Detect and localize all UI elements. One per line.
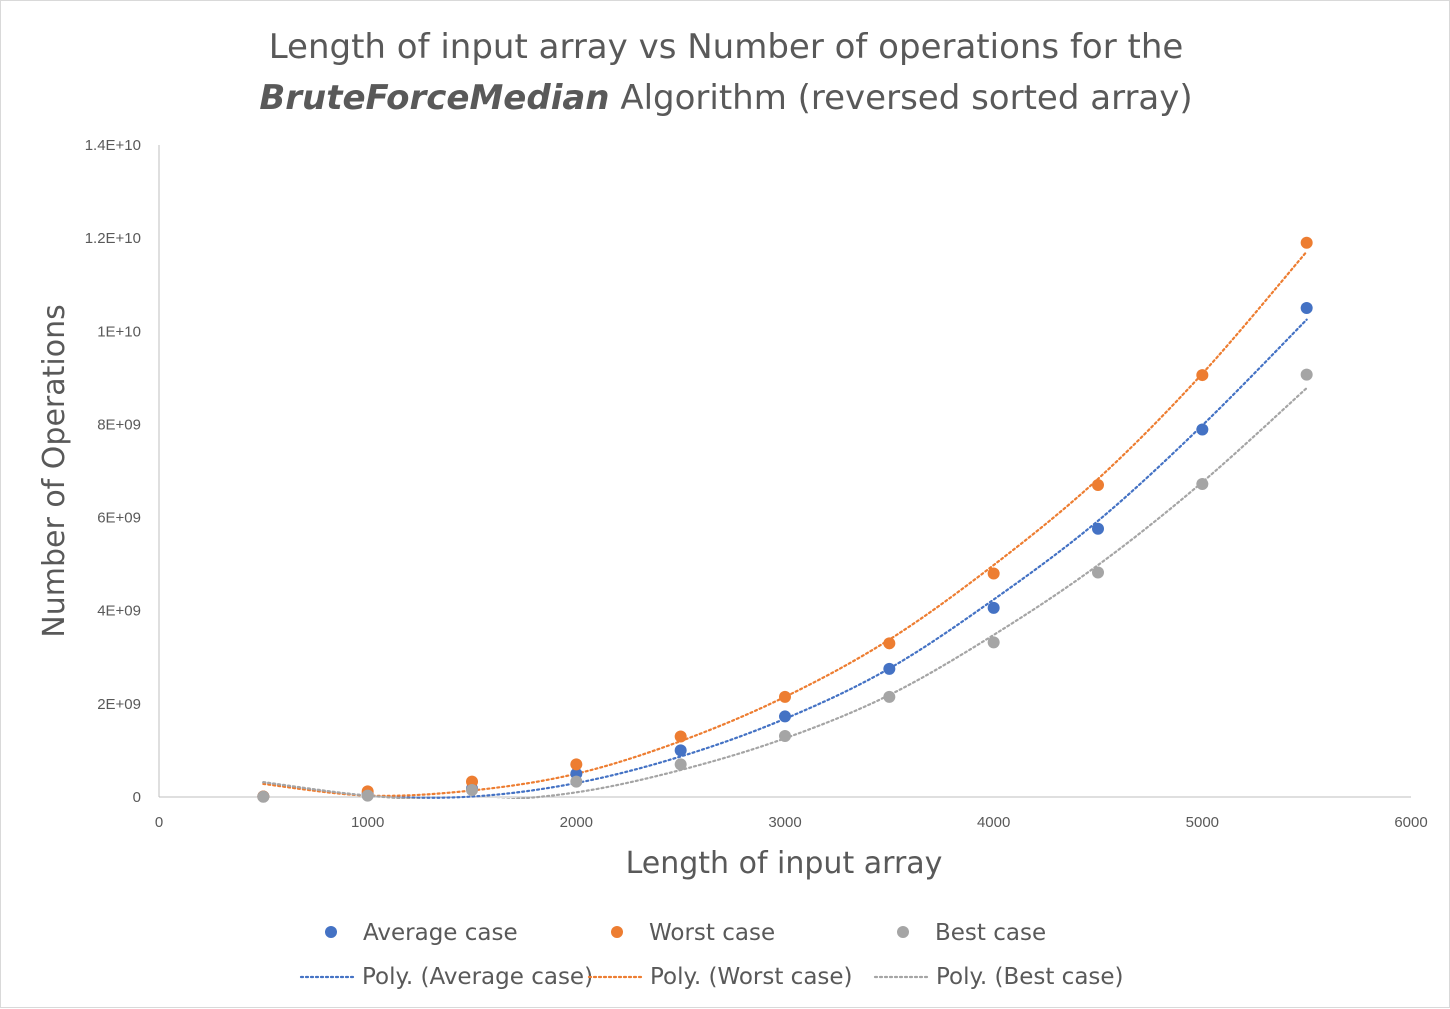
legend-marker [325, 926, 337, 938]
data-point [987, 601, 1000, 614]
y-tick-label: 1E+10 [97, 323, 141, 340]
data-point [1196, 478, 1209, 491]
y-tick-label: 8E+09 [97, 416, 141, 433]
data-point [779, 710, 791, 723]
data-point [361, 789, 374, 802]
data-point [674, 730, 687, 743]
legend-label: Poly. (Average case) [362, 964, 593, 990]
trendline [262, 318, 1308, 799]
x-tick-label: 2000 [560, 814, 593, 831]
x-tick-label: 1000 [351, 814, 384, 831]
legend-label: Best case [935, 920, 1046, 946]
data-point [987, 567, 1000, 580]
chart-title-line1: Length of input array vs Number of opera… [269, 27, 1184, 67]
data-point [1092, 478, 1104, 491]
data-point [257, 790, 270, 803]
legend-label: Poly. (Best case) [936, 964, 1124, 990]
y-tick-label: 1.4E+10 [85, 137, 141, 154]
x-axis-title: Length of input array [626, 846, 943, 881]
chart-title-line2: BruteForceMedian Algorithm (reversed sor… [259, 78, 1192, 118]
data-point [1300, 302, 1313, 314]
x-tick-label: 5000 [1186, 814, 1219, 831]
y-tick-label: 2E+09 [97, 696, 141, 713]
y-tick-label: 1.2E+10 [85, 230, 141, 247]
legend-marker [611, 926, 623, 938]
data-point [1092, 522, 1104, 535]
x-tick-label: 0 [155, 814, 163, 831]
y-tick-label: 6E+09 [97, 510, 141, 527]
legend-marker [897, 926, 909, 938]
data-point [779, 690, 791, 703]
data-point [674, 758, 687, 771]
chart-title-suffix: Algorithm (reversed sorted array) [610, 78, 1193, 118]
data-point [883, 637, 896, 650]
data-point [1196, 423, 1209, 436]
data-point [1196, 369, 1209, 382]
data-point [1300, 236, 1313, 249]
data-point [779, 729, 791, 742]
data-point [570, 775, 583, 788]
x-tick-label: 6000 [1394, 814, 1427, 831]
data-point [466, 784, 478, 797]
legend-label: Poly. (Worst case) [650, 964, 853, 990]
x-tick-labels: 0 1000 2000 3000 4000 5000 6000 [155, 814, 1428, 831]
data-point [883, 690, 896, 703]
y-tick-label: 4E+09 [97, 603, 141, 620]
trendline [262, 250, 1308, 797]
data-point [883, 662, 896, 675]
legend: Average case Worst case Best case Poly. (Av… [299, 920, 1124, 990]
y-tick-labels: 0 2E+09 4E+09 6E+09 8E+09 1E+10 1.2E+10 1.4E+10 [85, 137, 141, 806]
data-point [674, 744, 687, 757]
data-point [1092, 566, 1104, 579]
y-tick-label: 0 [133, 789, 141, 806]
data-point [570, 758, 583, 771]
y-axis-title: Number of Operations [37, 304, 72, 637]
data-points [257, 236, 1313, 803]
data-point [466, 775, 478, 788]
chart-title-algorithm-name: BruteForceMedian [259, 78, 609, 118]
data-point [1300, 368, 1313, 381]
x-tick-label: 4000 [977, 814, 1010, 831]
data-point [987, 636, 1000, 649]
x-tick-label: 3000 [768, 814, 801, 831]
legend-label: Average case [363, 920, 518, 946]
legend-label: Worst case [649, 920, 775, 946]
